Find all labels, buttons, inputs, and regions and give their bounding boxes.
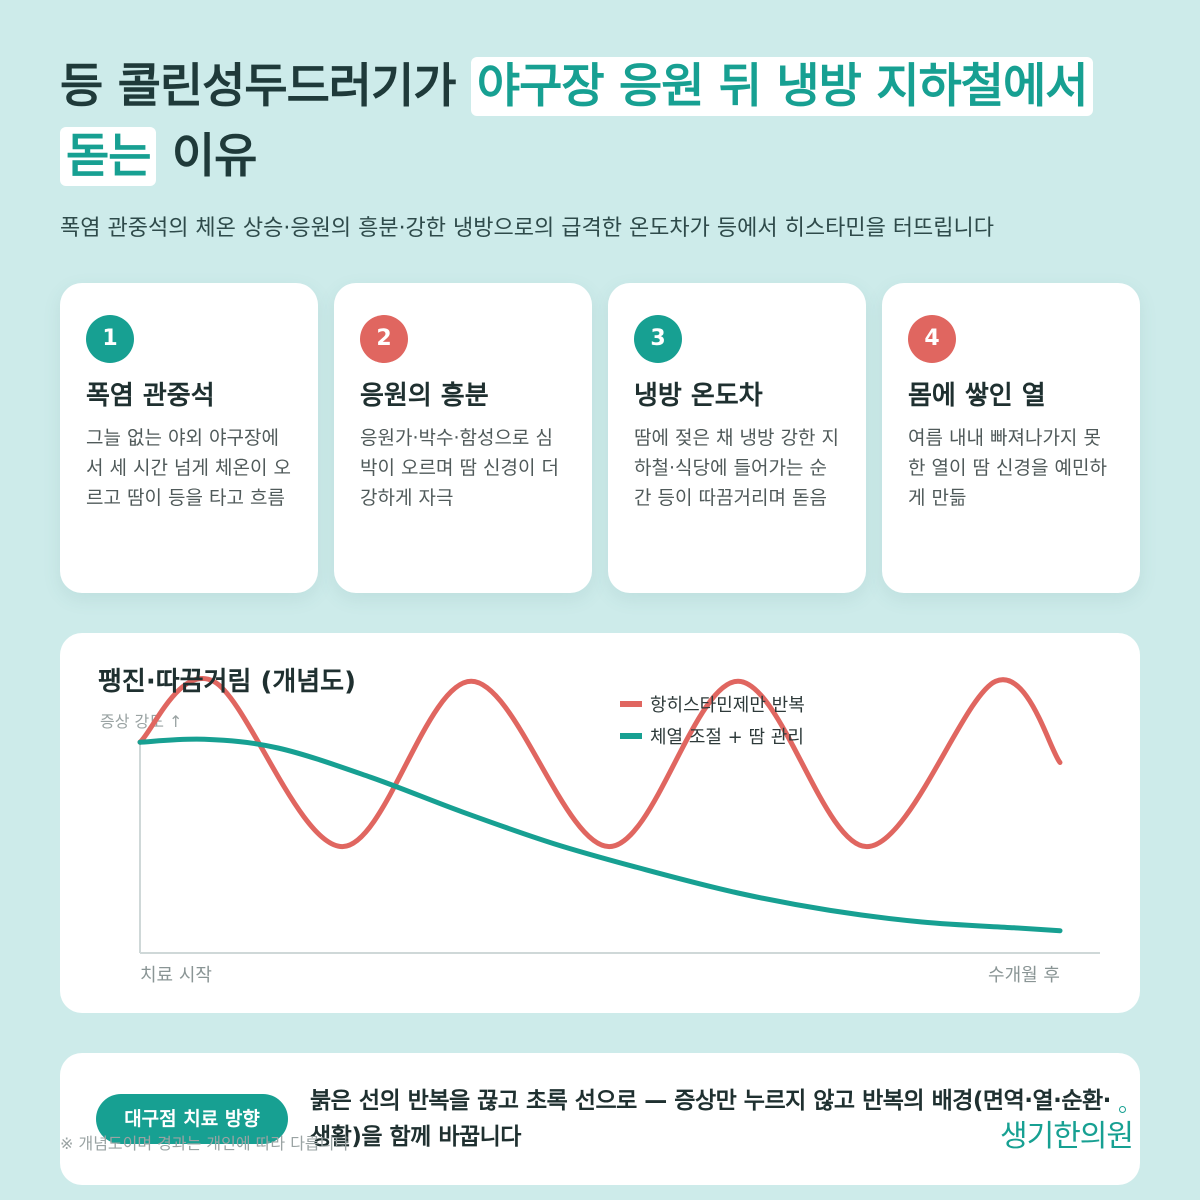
chart-title: 팽진·따끔거림 (개념도) [98,667,356,697]
x-tick-end: 수개월 후 [988,965,1060,986]
footnote: ※ 개념도이며 경과는 개인에 따라 다릅니다 [60,1134,350,1153]
legend-swatch-green [620,733,642,739]
x-tick-start: 치료 시작 [140,965,212,986]
factor-cards: 1 폭염 관중석 그늘 없는 야외 야구장에서 세 시간 넘게 체온이 오르고 … [60,283,1140,593]
factor-card: 2 응원의 흥분 응원가·박수·함성으로 심박이 오르며 땀 신경이 더 강하게… [334,283,592,593]
card-description: 응원가·박수·함성으로 심박이 오르며 땀 신경이 더 강하게 자극 [360,427,559,509]
chart-svg: 증상 강도 ↑ 치료 시작 수개월 후 항히스타민제만 반복 체열 조절 + 땀… [100,676,1100,986]
card-title: 몸에 쌓인 열 [908,381,1046,411]
factor-card: 4 몸에 쌓인 열 여름 내내 빠져나가지 못한 열이 땀 신경을 예민하게 만… [882,283,1140,593]
card-number-badge: 2 [360,315,408,363]
bottom-card: 대구점 치료 방향 붉은 선의 반복을 끊고 초록 선으로 — 증상만 누르지 … [60,1053,1140,1185]
card-title: 폭염 관중석 [86,381,215,411]
treatment-badge: 대구점 치료 방향 [96,1094,288,1144]
card-description: 땀에 젖은 채 냉방 강한 지하철·식당에 들어가는 순간 등이 따끔거리며 돋… [634,427,839,509]
y-axis-label: 증상 강도 ↑ [100,712,182,731]
factor-card: 3 냉방 온도차 땀에 젖은 채 냉방 강한 지하철·식당에 들어가는 순간 등… [608,283,866,593]
card-description: 여름 내내 빠져나가지 못한 열이 땀 신경을 예민하게 만듦 [908,427,1107,509]
card-title: 응원의 흥분 [360,381,489,411]
title-prefix: 등 콜린성두드러기가 [60,59,471,114]
card-description: 그늘 없는 야외 야구장에서 세 시간 넘게 체온이 오르고 땀이 등을 타고 … [86,427,291,509]
clinic-logo: 생기한의원 [1000,1119,1134,1154]
page-subtitle: 폭염 관중석의 체온 상승·응원의 흥분·강한 냉방으로의 급격한 온도차가 등… [60,216,995,241]
card-number-badge: 3 [634,315,682,363]
chart-card: 증상 강도 ↑ 치료 시작 수개월 후 항히스타민제만 반복 체열 조절 + 땀… [60,633,1140,1013]
card-number-badge: 4 [908,315,956,363]
factor-card: 1 폭염 관중석 그늘 없는 야외 야구장에서 세 시간 넘게 체온이 오르고 … [60,283,318,593]
card-title: 냉방 온도차 [634,381,763,411]
logo-dot-icon [1119,1106,1126,1113]
legend-label-red: 항히스타민제만 반복 [650,695,805,716]
series-line-2 [137,736,1063,934]
legend-label-green: 체열 조절 + 땀 관리 [650,727,804,748]
legend-swatch-red [620,701,642,707]
card-number-badge: 1 [86,315,134,363]
page-title: 등 콜린성두드러기가 야구장 응원 뒤 냉방 지하철에서 돋는 이유 [60,52,1140,192]
title-suffix: 이유 [156,129,257,184]
series-layer [137,676,1063,934]
treatment-summary: 붉은 선의 반복을 끊고 초록 선으로 — 증상만 누르지 않고 반복의 배경(… [310,1088,1111,1150]
series-line-1 [137,676,1063,850]
